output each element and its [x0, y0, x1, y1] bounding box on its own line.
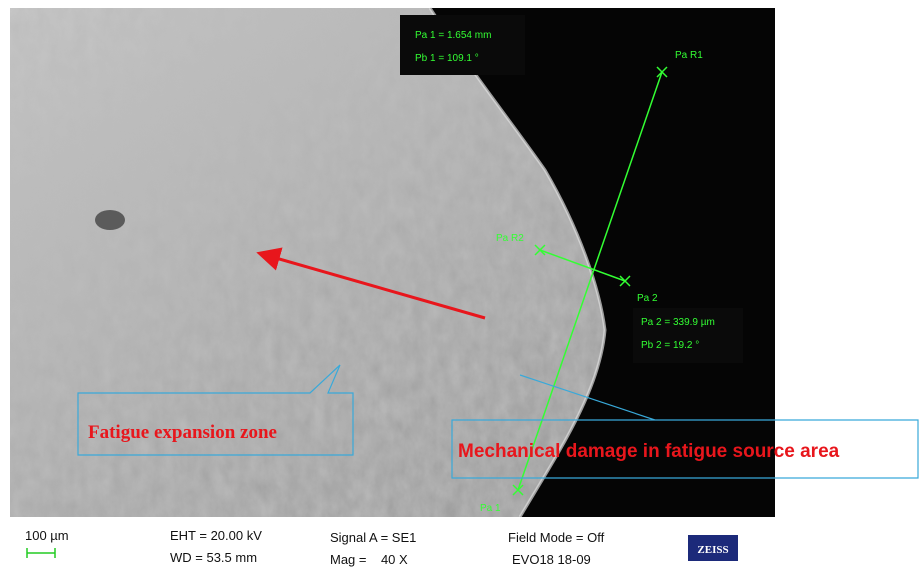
measurement: Pa 1 = 1.654 mm [415, 30, 491, 41]
info: EVO18 18-09 [512, 552, 591, 567]
info: WD = 53.5 mm [170, 550, 257, 565]
info-bar: 100 µm EHT = 20.00 kV WD = 53.5 mm Signa… [10, 517, 775, 572]
marker-label: Pa R1 [675, 50, 703, 61]
info: Mag = 40 X [330, 552, 408, 567]
info: Field Mode = Off [508, 530, 605, 545]
logo: ZEISS [697, 544, 728, 556]
marker-label: Pa 1 [480, 503, 501, 514]
measurement: Pb 1 = 109.1 ° [415, 53, 479, 64]
marker-label: Pa R2 [496, 233, 524, 244]
info: EHT = 20.00 kV [170, 528, 262, 543]
page: Pa 1 = 1.654 mm Pb 1 = 109.1 ° Pa R1 Pa … [0, 0, 923, 572]
measurement: Pb 2 = 19.2 ° [641, 340, 699, 351]
marker-label: Pa 2 [637, 293, 658, 304]
measurement: Pa 2 = 339.9 µm [641, 317, 715, 328]
annotation: Fatigue expansion zone [88, 422, 277, 443]
scale-label: 100 µm [25, 528, 69, 543]
info: Signal A = SE1 [330, 530, 416, 545]
annotation: Mechanical damage in fatigue source area [458, 441, 840, 462]
